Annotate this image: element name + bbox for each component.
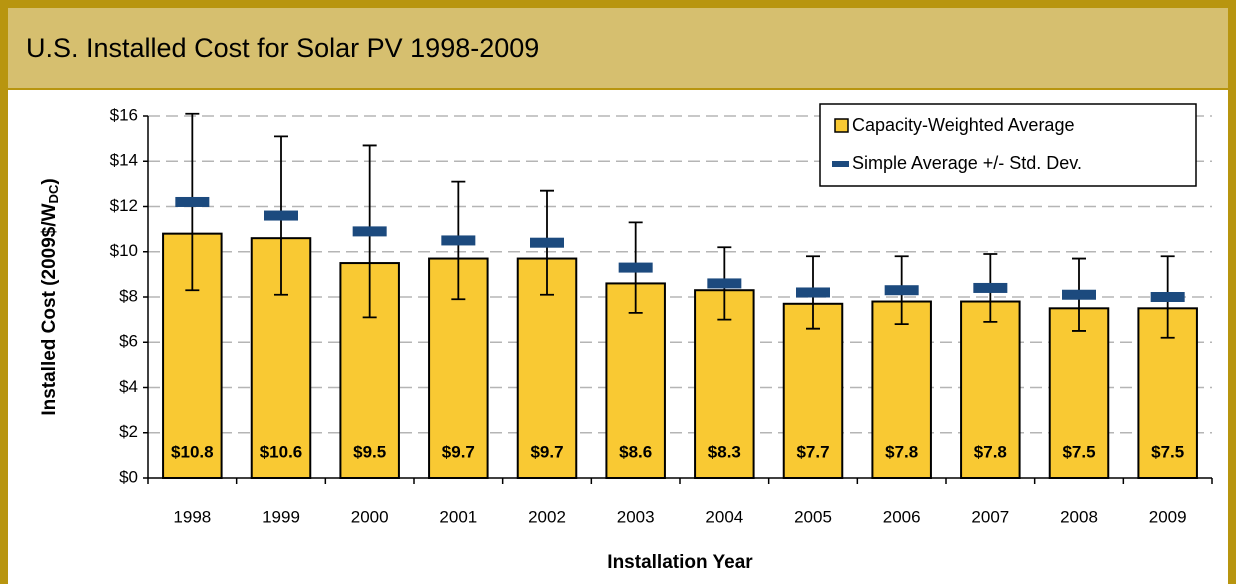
average-marker	[352, 226, 387, 237]
data-label: $9.5	[353, 442, 386, 461]
y-tick-label: $12	[110, 196, 138, 215]
data-label: $7.5	[1062, 442, 1095, 461]
y-tick-label: $6	[119, 332, 138, 351]
x-tick-label: 2009	[1149, 507, 1187, 526]
legend-box	[819, 103, 1197, 187]
data-label: $7.8	[885, 442, 918, 461]
average-marker	[796, 287, 830, 298]
x-tick-label: 2002	[528, 507, 566, 526]
x-tick-label: 2000	[351, 507, 389, 526]
y-tick-label: $16	[110, 105, 138, 124]
average-marker	[884, 285, 919, 296]
x-tick-label: 2008	[1060, 507, 1098, 526]
average-marker	[530, 237, 564, 248]
data-label: $7.5	[1151, 442, 1184, 461]
bar	[1048, 307, 1110, 479]
y-axis-label-end: )	[39, 178, 60, 184]
y-tick-label: $10	[110, 241, 138, 260]
x-tick-label: 2004	[705, 507, 743, 526]
data-label: $10.8	[171, 442, 214, 461]
legend-swatch	[832, 161, 849, 167]
average-marker	[441, 235, 476, 246]
y-tick-label: $14	[110, 151, 138, 170]
average-marker	[973, 282, 1008, 293]
header	[8, 8, 1228, 88]
data-label: $10.6	[260, 442, 303, 461]
y-tick-label: $4	[119, 377, 138, 396]
bar	[694, 289, 755, 479]
x-axis-label: Installation Year	[607, 552, 753, 573]
average-marker	[1150, 292, 1185, 302]
x-tick-label: 2006	[883, 507, 921, 526]
legend-label: Simple Average +/- Std. Dev.	[852, 153, 1082, 173]
data-label: $8.6	[619, 442, 652, 461]
data-label: $9.7	[442, 442, 475, 461]
x-tick-label: 2007	[971, 507, 1009, 526]
x-tick-label: 1999	[262, 507, 300, 526]
bar	[960, 300, 1021, 479]
x-tick-label: 1998	[173, 507, 211, 526]
average-marker	[618, 262, 653, 273]
bar	[871, 300, 932, 479]
legend-swatch	[834, 118, 849, 133]
x-tick-label: 2005	[794, 507, 832, 526]
x-tick-label: 2003	[617, 507, 655, 526]
y-tick-label: $8	[119, 286, 138, 305]
data-label: $9.7	[530, 442, 563, 461]
data-label: $8.3	[708, 442, 741, 461]
chart-title: U.S. Installed Cost for Solar PV 1998-20…	[26, 33, 539, 63]
y-tick-label: $0	[119, 467, 138, 486]
x-tick-label: 2001	[439, 507, 477, 526]
average-marker	[175, 196, 210, 207]
average-marker	[1062, 289, 1096, 300]
y-axis-label: Installed Cost (2009$/WDC)	[39, 178, 61, 415]
average-marker	[264, 210, 298, 221]
bar	[605, 282, 666, 479]
legend-label: Capacity-Weighted Average	[852, 115, 1074, 135]
data-label: $7.7	[796, 442, 829, 461]
y-axis-label-sub: DC	[46, 184, 61, 203]
y-tick-label: $2	[119, 422, 138, 441]
average-marker	[707, 278, 742, 289]
data-label: $7.8	[974, 442, 1007, 461]
y-axis-label-main: Installed Cost (2009$/W	[39, 203, 60, 415]
